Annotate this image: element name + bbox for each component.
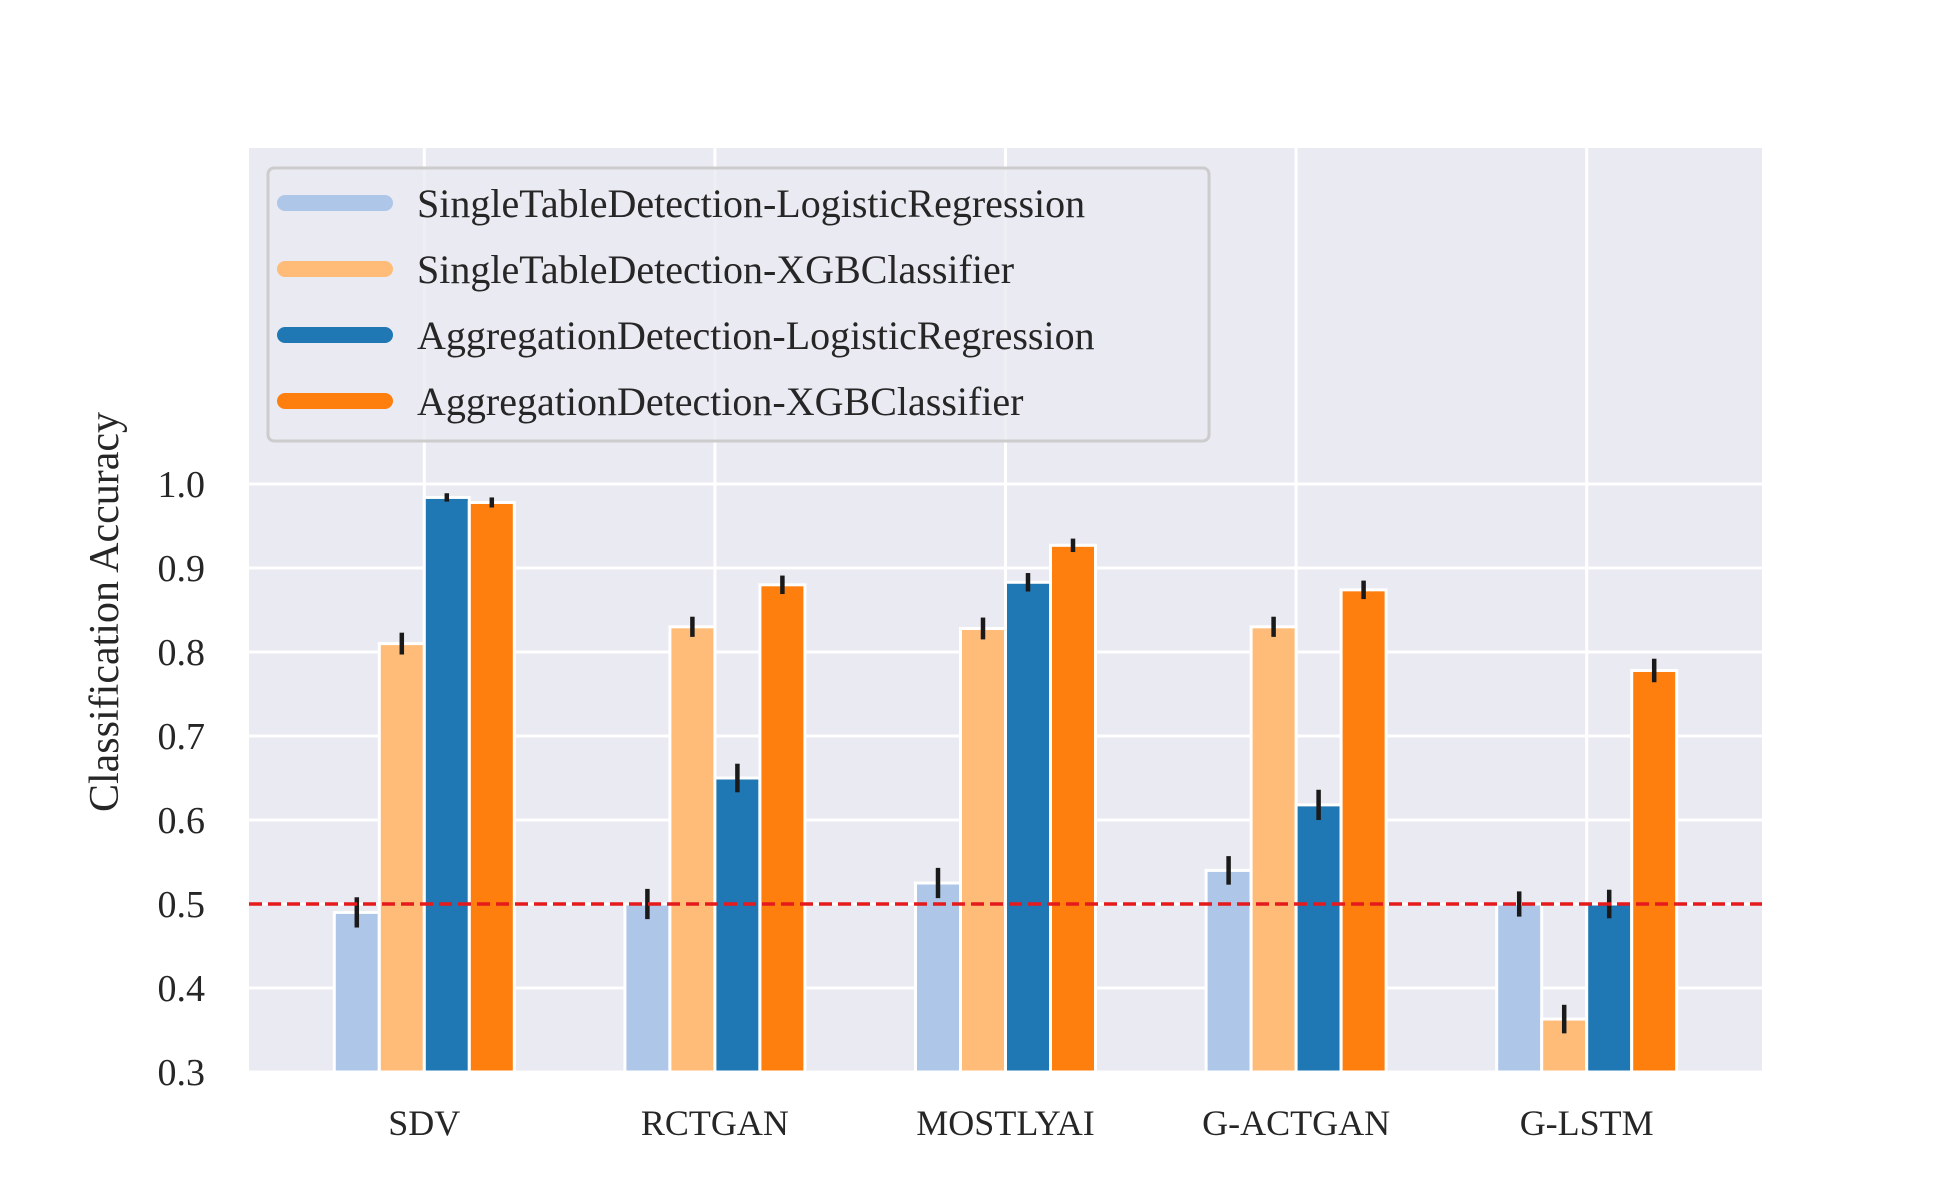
bar	[758, 583, 807, 1074]
bar	[1495, 902, 1544, 1074]
bars	[332, 495, 1679, 1074]
x-tick-label: RCTGAN	[641, 1103, 789, 1143]
legend-label: AggregationDetection-LogisticRegression	[417, 313, 1095, 358]
bar	[1049, 543, 1097, 1074]
legend-label: SingleTableDetection-XGBClassifier	[417, 247, 1014, 292]
legend: SingleTableDetection-LogisticRegression S…	[266, 166, 1211, 443]
y-tick-label: 0.9	[158, 548, 206, 590]
bar	[422, 495, 471, 1074]
y-tick-labels: 0.3 0.4 0.5 0.6 0.7 0.8 0.9 1.0	[158, 464, 206, 1094]
legend-label: AggregationDetection-XGBClassifier	[417, 379, 1024, 424]
y-tick-label: 0.5	[158, 884, 206, 926]
legend-label: SingleTableDetection-LogisticRegression	[417, 181, 1085, 226]
bar	[713, 776, 762, 1074]
y-tick-label: 0.7	[158, 716, 206, 758]
bar	[377, 642, 426, 1074]
bar	[467, 500, 516, 1074]
bar	[623, 902, 672, 1074]
legend-box	[266, 166, 1211, 443]
bar	[1004, 580, 1052, 1074]
y-axis-title: Classification Accuracy	[82, 412, 128, 812]
bar	[1204, 868, 1253, 1074]
y-tick-label: 1.0	[158, 464, 206, 506]
bar	[1585, 902, 1634, 1074]
x-tick-label: MOSTLYAI	[916, 1103, 1094, 1143]
y-tick-label: 0.4	[158, 968, 206, 1010]
y-tick-label: 0.3	[158, 1052, 206, 1094]
y-tick-label: 0.6	[158, 800, 206, 842]
x-tick-labels: SDV RCTGAN MOSTLYAI G-ACTGAN G-LSTM	[388, 1103, 1653, 1143]
bar	[1630, 668, 1679, 1074]
x-tick-label: SDV	[388, 1103, 460, 1143]
bar	[668, 625, 717, 1074]
bar	[914, 881, 962, 1074]
bar	[1249, 625, 1298, 1074]
bar	[959, 626, 1007, 1074]
x-tick-label: G-LSTM	[1520, 1103, 1654, 1143]
bar	[332, 910, 381, 1074]
bar	[1339, 588, 1388, 1074]
x-tick-label: G-ACTGAN	[1202, 1103, 1390, 1143]
bar	[1294, 803, 1343, 1074]
y-tick-label: 0.8	[158, 632, 206, 674]
